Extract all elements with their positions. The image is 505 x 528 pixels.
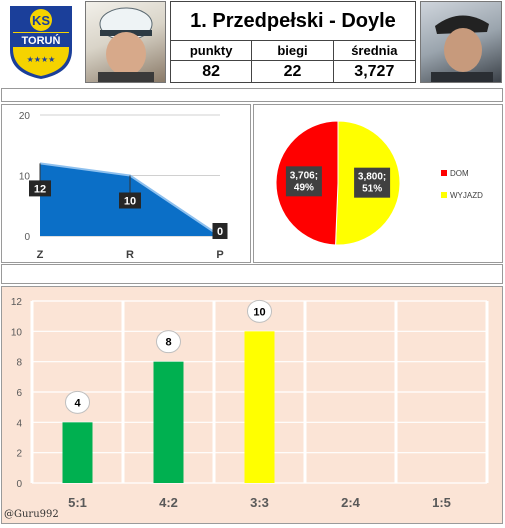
area-data-label: 0 <box>217 226 223 238</box>
bar-category-label: 2:4 <box>341 495 361 510</box>
bar-chart-panel: 0 2 4 6 8 10 12 5:1 4 4:2 8 3:3 10 2:4 1:5 <box>1 286 503 524</box>
bar-ytick-label: 8 <box>16 358 22 369</box>
stat-label-points: punkty <box>171 41 253 61</box>
match-title: 1. Przedpełski - Doyle <box>170 1 416 41</box>
rider-photo-left <box>85 1 166 83</box>
bar-data-label: 10 <box>253 306 265 318</box>
bar-chart: 0 2 4 6 8 10 12 5:1 4 4:2 8 3:3 10 2:4 1:5 <box>11 297 489 510</box>
area-ytick-label: 20 <box>19 111 31 122</box>
bar-ytick-label: 12 <box>11 297 23 308</box>
club-logo-shield: KS TORUŃ ★★★★ <box>8 4 74 82</box>
stat-label-heats: biegi <box>252 41 334 61</box>
stat-value-points: 82 <box>171 61 253 82</box>
bar-data-label: 8 <box>165 337 171 349</box>
logo-torun-text: TORUŃ <box>22 34 61 47</box>
pie-legend-label: WYJAZD <box>450 191 483 200</box>
bar-ytick-label: 6 <box>16 388 22 399</box>
stat-value-average: 3,727 <box>354 62 395 80</box>
stat-value-heats: 22 <box>252 61 334 82</box>
separator-band-1 <box>1 88 503 102</box>
pie-legend-swatch <box>441 192 447 198</box>
area-data-label-box <box>119 192 141 209</box>
area-data-label: 10 <box>124 196 136 208</box>
area-category-label: P <box>216 249 223 261</box>
bar-data-label-bubble <box>65 390 90 414</box>
logo-ks-text: KS <box>32 13 50 28</box>
logo-stars: ★★★★ <box>27 55 56 64</box>
bar-category-label: 4:2 <box>159 495 178 510</box>
pie-data-label: 3,800; <box>358 172 386 183</box>
bar-3-3 <box>244 331 275 483</box>
pie-data-label: 51% <box>362 184 382 195</box>
bar-ytick-label: 4 <box>16 418 22 429</box>
pie-legend-swatch <box>441 170 447 176</box>
bar-ytick-label: 0 <box>16 479 22 490</box>
area-ytick-label: 0 <box>24 232 30 243</box>
area-category-label: Z <box>37 249 44 261</box>
bar-data-label-bubble <box>247 299 272 323</box>
pie-chart: 3,800;51% 3,706;49% DOM WYJAZD <box>275 120 483 246</box>
bar-category-label: 5:1 <box>68 495 87 510</box>
bar-category-label: 1:5 <box>432 495 451 510</box>
bar-4-2 <box>153 361 184 483</box>
pie-data-label: 3,706; <box>290 170 318 181</box>
stat-label-average: średnia <box>333 41 415 61</box>
area-data-label: 12 <box>34 183 46 195</box>
bar-data-label: 4 <box>74 397 81 409</box>
bar-category-label: 3:3 <box>250 495 269 510</box>
separator-band-2 <box>1 264 503 284</box>
pie-data-label-box <box>285 166 322 197</box>
author-credit: @Guru992 <box>4 509 59 520</box>
bar-data-label-bubble <box>156 330 181 354</box>
bar-ytick-label: 2 <box>16 449 22 460</box>
pie-data-label-box <box>354 167 391 198</box>
pie-legend-label: DOM <box>450 169 469 178</box>
bar-ytick-label: 10 <box>11 327 23 338</box>
area-data-label-box <box>212 223 228 239</box>
rider-photo-right <box>420 1 502 83</box>
stats-table: punkty biegi średnia 82 22 3,727 <box>170 41 416 83</box>
area-category-label: R <box>126 249 134 261</box>
pie-chart-panel: 3,800; 51% 3,706; 49% DOM WYJAZD <box>253 104 503 263</box>
area-data-label-box <box>29 180 51 197</box>
bar-5-1 <box>62 422 93 483</box>
pie-data-label: 49% <box>294 182 314 193</box>
area-chart-panel: 0 10 20 Z R P 12 10 0 <box>1 104 251 263</box>
area-ytick-label: 10 <box>19 172 31 183</box>
club-logo: KS TORUŃ ★★★★ <box>3 2 79 82</box>
